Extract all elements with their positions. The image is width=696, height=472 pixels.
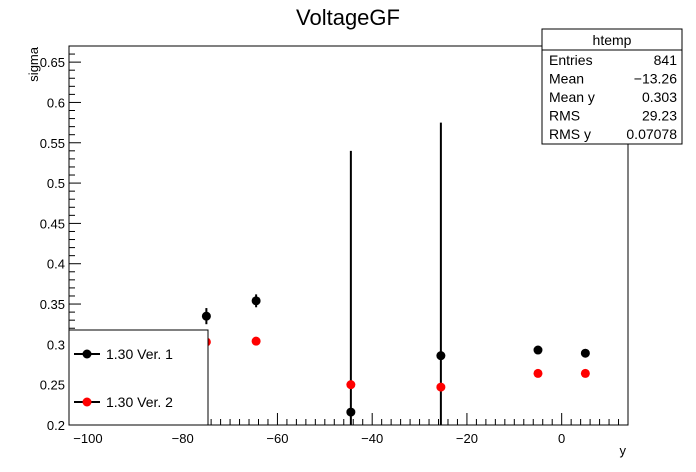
stats-row-value: −13.26 [634, 71, 677, 87]
x-tick-label: −100 [73, 431, 102, 446]
y-tick-label: 0.55 [40, 136, 65, 151]
data-point-series-1 [580, 348, 590, 358]
legend: 1.30 Ver. 1 1.30 Ver. 2 [68, 329, 209, 426]
stats-row-value: 841 [654, 52, 678, 68]
data-point-series-2 [436, 382, 446, 392]
data-point-series-1 [251, 296, 261, 306]
x-axis: −100 −80 −60 −40 −20 0 [68, 413, 629, 446]
stats-row-value: 0.303 [642, 89, 677, 105]
x-axis-title: y [620, 443, 627, 458]
legend-label: 1.30 Ver. 1 [106, 346, 173, 362]
stats-title: htemp [593, 32, 632, 48]
x-tick-label: −80 [172, 431, 194, 446]
y-tick-label: 0.2 [47, 418, 65, 433]
stats-row-value: 29.23 [642, 108, 677, 124]
legend-label: 1.30 Ver. 2 [106, 394, 173, 410]
plot-frame [68, 45, 629, 426]
data-point-series-1 [436, 351, 446, 361]
y-tick-label: 0.35 [40, 297, 65, 312]
stats-row-label: Entries [549, 52, 593, 68]
data-points [201, 122, 590, 425]
stats-rows: Entries 841 Mean −13.26 Mean y 0.303 RMS 29.23 R… [549, 52, 677, 142]
x-tick-label: −20 [456, 431, 478, 446]
stats-row-value: 0.07078 [626, 126, 677, 142]
chart-title: VoltageGF [296, 5, 400, 30]
data-point-series-2 [346, 380, 356, 390]
y-tick-label: 0.65 [40, 55, 65, 70]
x-tick-label: 0 [558, 431, 565, 446]
y-tick-label: 0.5 [47, 176, 65, 191]
stats-row-label: Mean [549, 71, 584, 87]
data-point-series-2 [580, 368, 590, 378]
x-tick-label: −40 [361, 431, 383, 446]
data-point-series-1 [201, 311, 211, 321]
data-point-series-2 [533, 368, 543, 378]
y-tick-label: 0.45 [40, 216, 65, 231]
stats-row-label: RMS [549, 108, 580, 124]
data-point-series-1 [533, 345, 543, 355]
stats-box-frame [541, 28, 683, 145]
y-tick-label: 0.25 [40, 378, 65, 393]
stats-box: htemp Entries 841 Mean −13.26 Mean y 0.303 RMS… [541, 28, 683, 145]
legend-entries: 1.30 Ver. 1 1.30 Ver. 2 [74, 346, 173, 410]
stats-row-label: Mean y [549, 89, 595, 105]
data-point-series-1 [346, 407, 356, 417]
x-tick-label: −60 [266, 431, 288, 446]
legend-marker [82, 397, 92, 407]
legend-marker [82, 349, 92, 359]
data-point-series-2 [251, 336, 261, 346]
y-tick-label: 0.3 [47, 337, 65, 352]
y-axis-title: sigma [26, 46, 41, 81]
stats-row-label: RMS y [549, 126, 591, 142]
legend-frame [68, 329, 209, 426]
y-tick-label: 0.6 [47, 95, 65, 110]
y-tick-label: 0.4 [47, 257, 65, 272]
